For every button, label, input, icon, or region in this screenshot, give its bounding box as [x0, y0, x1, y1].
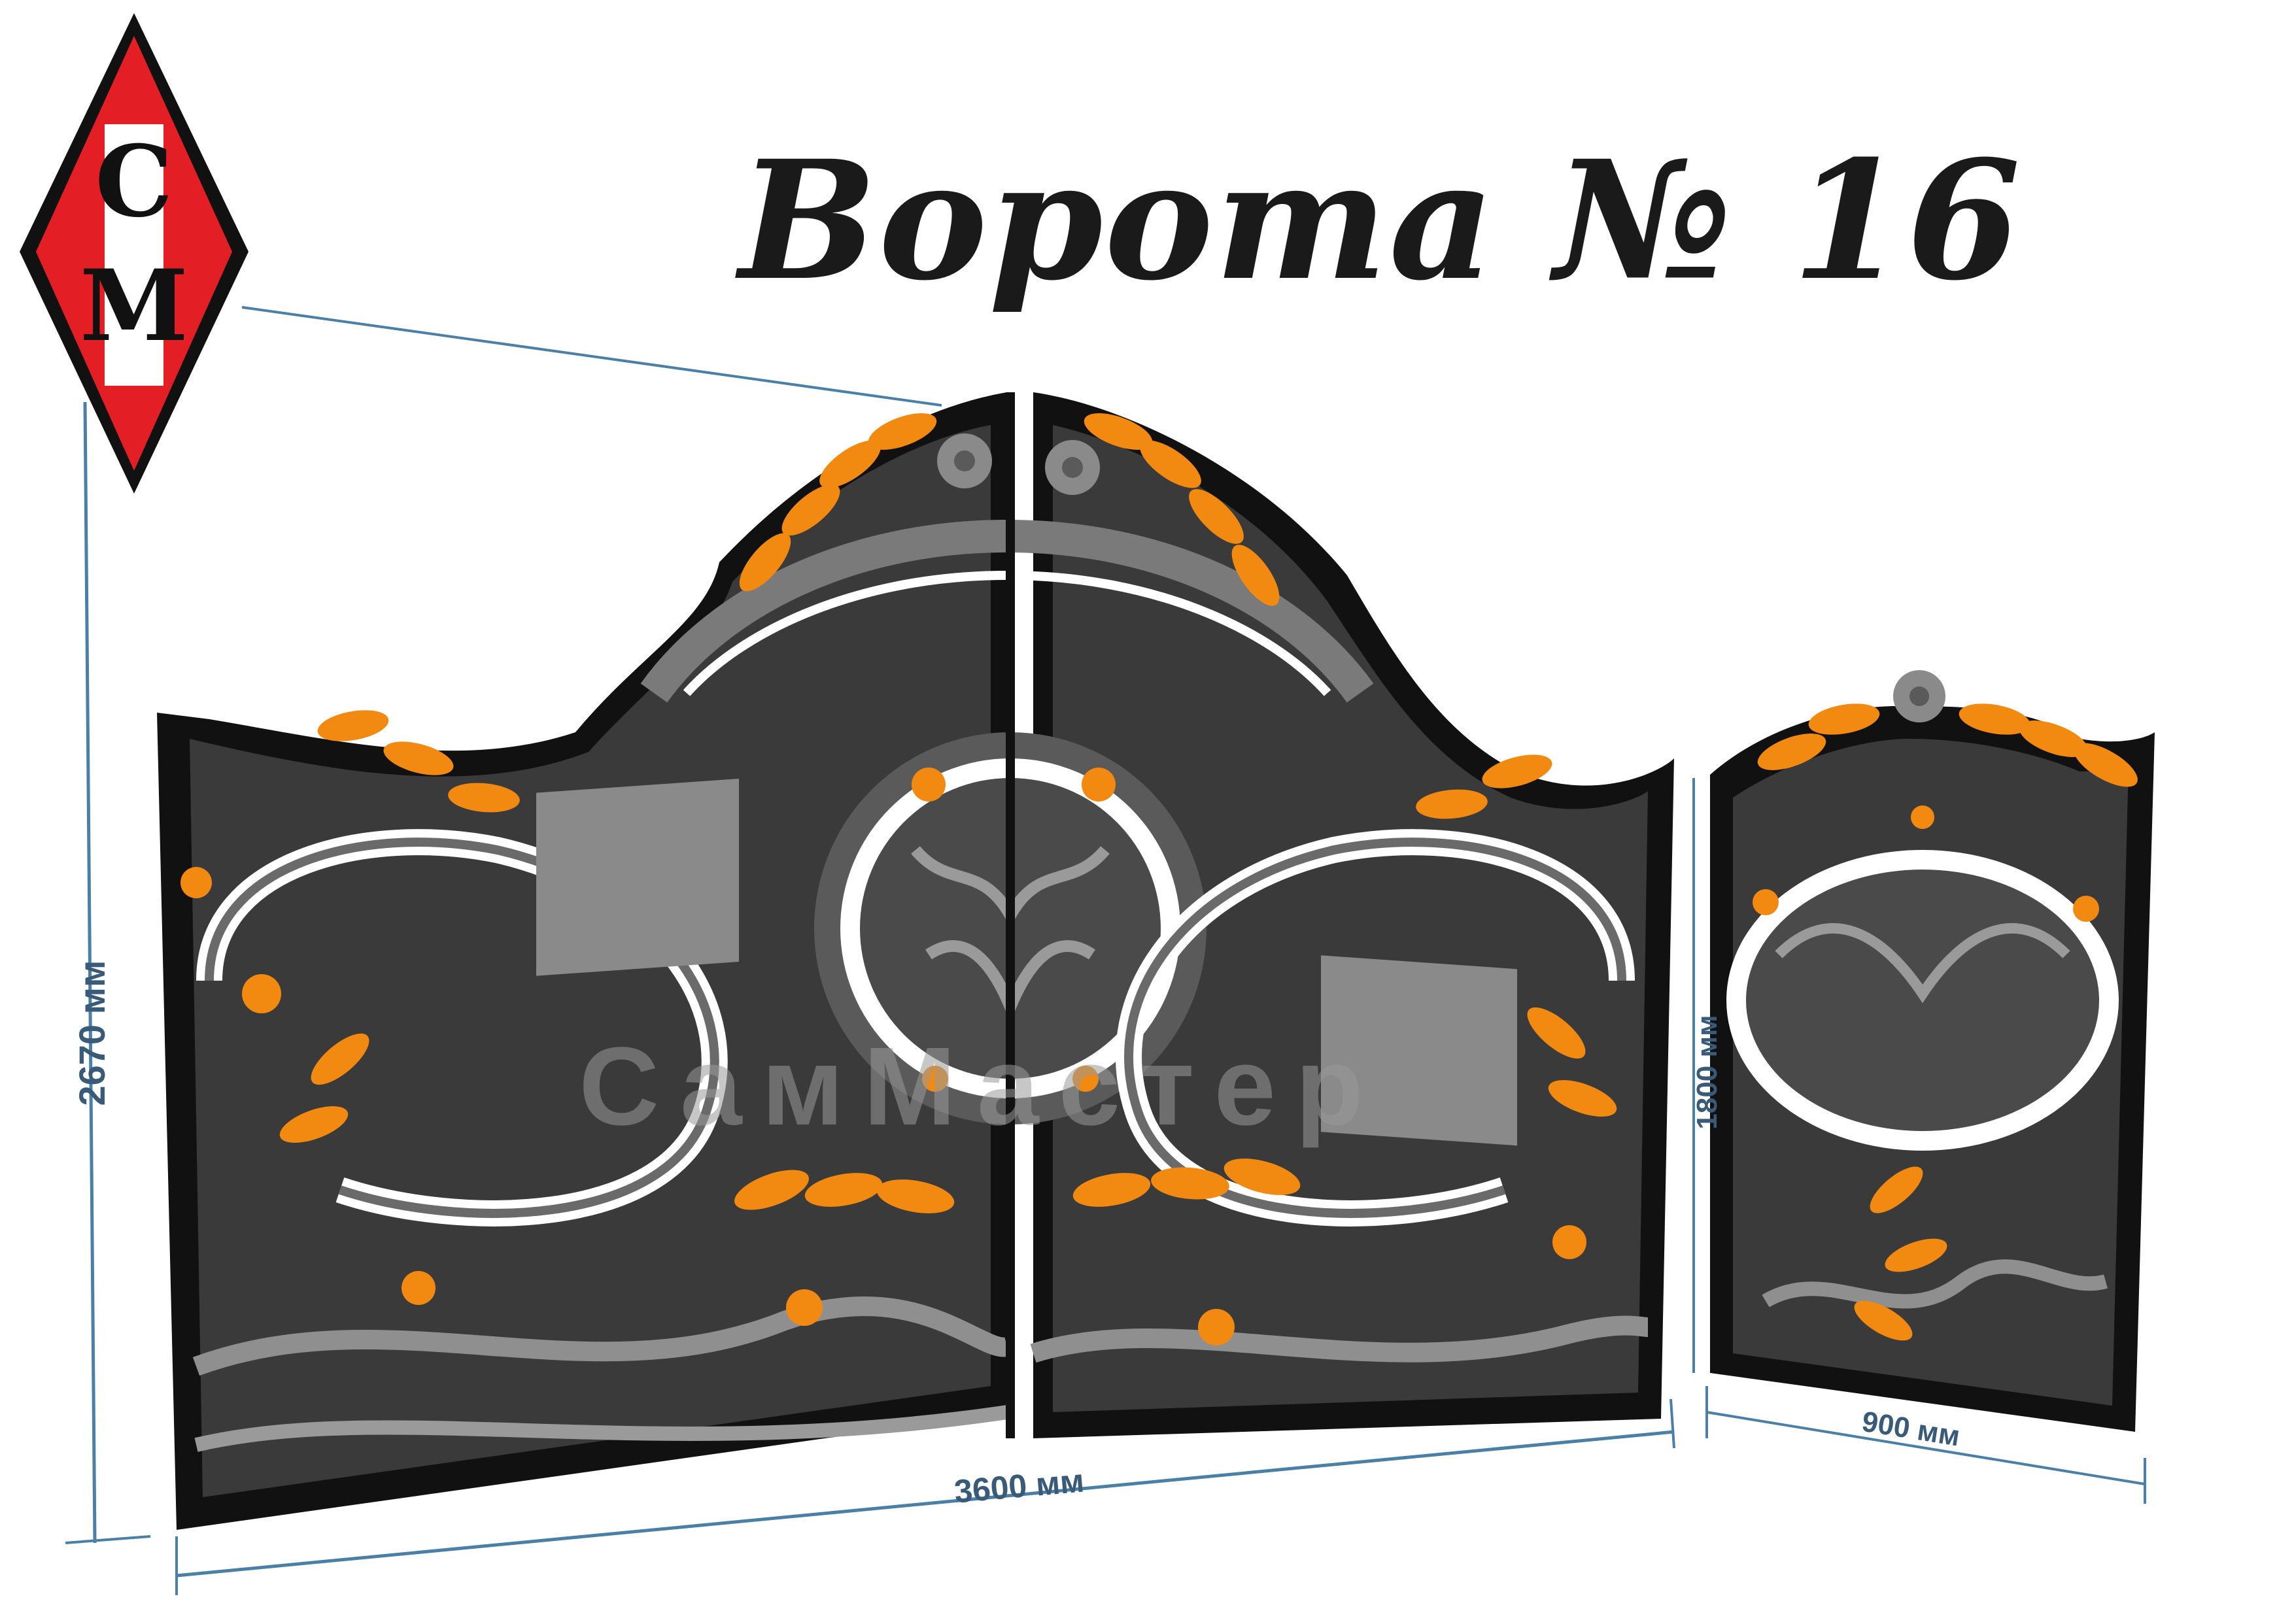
page-title: Ворота № 16	[739, 124, 2022, 316]
gate-width-label: 3600 мм	[953, 1462, 1086, 1510]
svg-text:М: М	[80, 248, 188, 364]
logo: С М	[20, 13, 248, 494]
gate-main	[157, 392, 1674, 1530]
height-dimension: 2670 мм	[65, 306, 942, 1544]
watermark: СамМастер	[579, 1024, 1383, 1149]
wicket-height-label: 1800 мм	[1691, 1015, 1723, 1129]
gate-wicket	[1710, 670, 2155, 1432]
wicket-height-dimension: 1800 мм	[1691, 778, 1723, 1373]
height-label: 2670 мм	[71, 960, 112, 1106]
svg-text:С: С	[95, 124, 173, 239]
